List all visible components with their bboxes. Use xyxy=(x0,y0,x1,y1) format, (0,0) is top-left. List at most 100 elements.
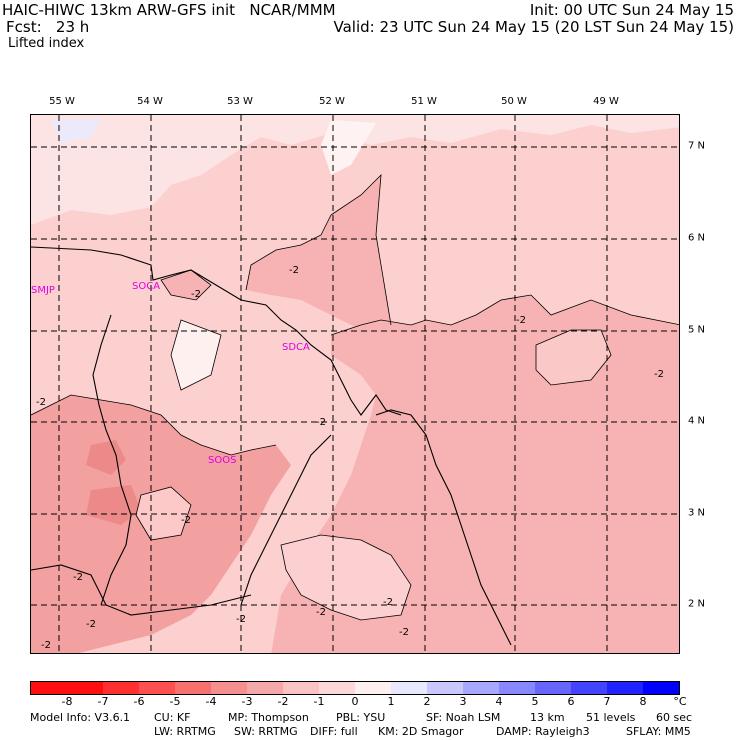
region-near-zero-north xyxy=(31,115,679,225)
lon-label-49w: 49 W xyxy=(593,96,619,107)
contour-label: -2 xyxy=(316,417,326,428)
station-sdca: SDCA xyxy=(282,342,310,353)
colorbar-tick-label: 3 xyxy=(459,695,467,708)
colorbar-swatch xyxy=(607,682,643,694)
contour-label: -2 xyxy=(236,614,246,625)
colorbar-swatch xyxy=(103,682,139,694)
contour-labels: -2 -2 -2 -2 -2 -2 -2 -2 -2 -2 -2 -2 -2 -… xyxy=(36,265,664,651)
model-sflay: SFLAY: MM5 xyxy=(626,725,691,738)
contour-label: -2 xyxy=(181,515,191,526)
lat-label-3n: 3 N xyxy=(688,507,706,519)
colorbar-tick-label: -8 xyxy=(61,695,73,708)
colorbar-swatch xyxy=(139,682,175,694)
region-zero-patch-2 xyxy=(321,120,376,175)
contour-label: -2 xyxy=(383,597,393,608)
contour-label: -2 xyxy=(316,607,326,618)
station-soos: SOOS xyxy=(208,455,236,466)
lat-label-2n: 2 N xyxy=(688,598,706,610)
colorbar-tick-label: -3 xyxy=(241,695,253,708)
contour-label: -2 xyxy=(399,627,409,638)
colorbar-unit: °C xyxy=(673,695,687,708)
colorbar-swatch xyxy=(175,682,211,694)
model-cu: CU: KF xyxy=(154,711,191,724)
lat-label-7n: 7 N xyxy=(688,140,706,152)
contour-label: -2 xyxy=(654,369,664,380)
station-soca: SOCA xyxy=(132,281,160,292)
colorbar-tick-label: 1 xyxy=(387,695,395,708)
model-damp: DAMP: Rayleigh3 xyxy=(496,725,590,738)
contour-label: -2 xyxy=(289,265,299,276)
model-timestep: 60 sec xyxy=(656,711,693,724)
region-minus2-north-lobe xyxy=(246,175,391,330)
colorbar-swatch xyxy=(391,682,427,694)
region-minus4-patch-1 xyxy=(86,440,126,475)
region-minus1-east-inlet xyxy=(536,330,611,385)
colorbar-tick-label: -2 xyxy=(277,695,289,708)
contour-label: -2 xyxy=(191,289,201,300)
colorbar-swatch xyxy=(283,682,319,694)
forecast-hour: Fcst: 23 h xyxy=(6,18,90,36)
init-time: Init: 00 UTC Sun 24 May 15 xyxy=(529,1,734,19)
graticule xyxy=(31,115,679,653)
model-km: KM: 2D Smagor xyxy=(378,725,464,738)
colorbar-swatch xyxy=(247,682,283,694)
model-diff: DIFF: full xyxy=(310,725,358,738)
valid-time: Valid: 23 UTC Sun 24 May 15 (20 LST Sun … xyxy=(333,18,734,36)
colorbar-tick-label: -6 xyxy=(133,695,145,708)
region-zero-patch xyxy=(51,119,101,143)
colorbar-swatch xyxy=(463,682,499,694)
colorbar-tick-label: -4 xyxy=(205,695,217,708)
lon-label-51w: 51 W xyxy=(411,96,437,107)
lon-label-53w: 53 W xyxy=(227,96,253,107)
lat-label-5n: 5 N xyxy=(688,324,706,336)
colorbar-tick-label: -1 xyxy=(313,695,325,708)
colorbar-swatch xyxy=(499,682,535,694)
colorbar-tick-label: 0 xyxy=(351,695,359,708)
lon-label-55w: 55 W xyxy=(49,96,75,107)
station-smjp: SMJP xyxy=(31,285,55,296)
colorbar-swatch xyxy=(427,682,463,694)
colorbar-swatch xyxy=(535,682,571,694)
colorbar-swatch xyxy=(319,682,355,694)
colorbar-tick-label: 8 xyxy=(639,695,647,708)
contour-label: -2 xyxy=(73,572,83,583)
contours xyxy=(31,173,679,621)
lat-label-4n: 4 N xyxy=(688,415,706,427)
region-light-center xyxy=(171,320,221,390)
header-title: HAIC-HIWC 13km ARW-GFS init NCAR/MMM xyxy=(2,1,336,19)
contour-label: -2 xyxy=(36,397,46,408)
contour-label: -2 xyxy=(86,619,96,630)
region-minus2-northwest-lobe xyxy=(161,270,211,300)
colorbar-tick-label: 4 xyxy=(495,695,503,708)
model-version: Model Info: V3.6.1 xyxy=(30,711,131,724)
lon-label-50w: 50 W xyxy=(501,96,527,107)
colorbar-swatch xyxy=(31,682,67,694)
model-pbl: PBL: YSU xyxy=(336,711,386,724)
colorbar-tick-label: -7 xyxy=(97,695,109,708)
colorbar-swatch xyxy=(571,682,607,694)
colorbar xyxy=(30,681,680,695)
colorbar-swatch xyxy=(355,682,391,694)
model-sf: SF: Noah LSM xyxy=(426,711,501,724)
region-minus4-patch-2 xyxy=(86,485,141,525)
colorbar-tick-label: 2 xyxy=(423,695,431,708)
stations: SMJP SOCA SDCA SOOS xyxy=(31,281,310,466)
field-name: Lifted index xyxy=(8,36,85,51)
model-mp: MP: Thompson xyxy=(228,711,309,724)
contour-label: -2 xyxy=(516,315,526,326)
model-levels: 51 levels xyxy=(586,711,636,724)
colorbar-swatch xyxy=(643,682,679,694)
model-sw: SW: RRTMG xyxy=(234,725,298,738)
contour-label: -2 xyxy=(41,640,51,651)
lat-label-6n: 6 N xyxy=(688,232,706,244)
lifted-index-map: -2 -2 -2 -2 -2 -2 -2 -2 -2 -2 -2 -2 -2 -… xyxy=(31,115,679,653)
lon-label-52w: 52 W xyxy=(319,96,345,107)
colorbar-tick-label: 6 xyxy=(567,695,575,708)
coast-and-borders xyxy=(31,246,512,646)
region-minus1-south-pocket xyxy=(281,535,411,620)
colorbar-tick-label: -5 xyxy=(169,695,181,708)
colorbar-swatch xyxy=(211,682,247,694)
model-resolution: 13 km xyxy=(530,711,565,724)
colorbar-tick-label: 7 xyxy=(603,695,611,708)
colorbar-swatch xyxy=(67,682,103,694)
